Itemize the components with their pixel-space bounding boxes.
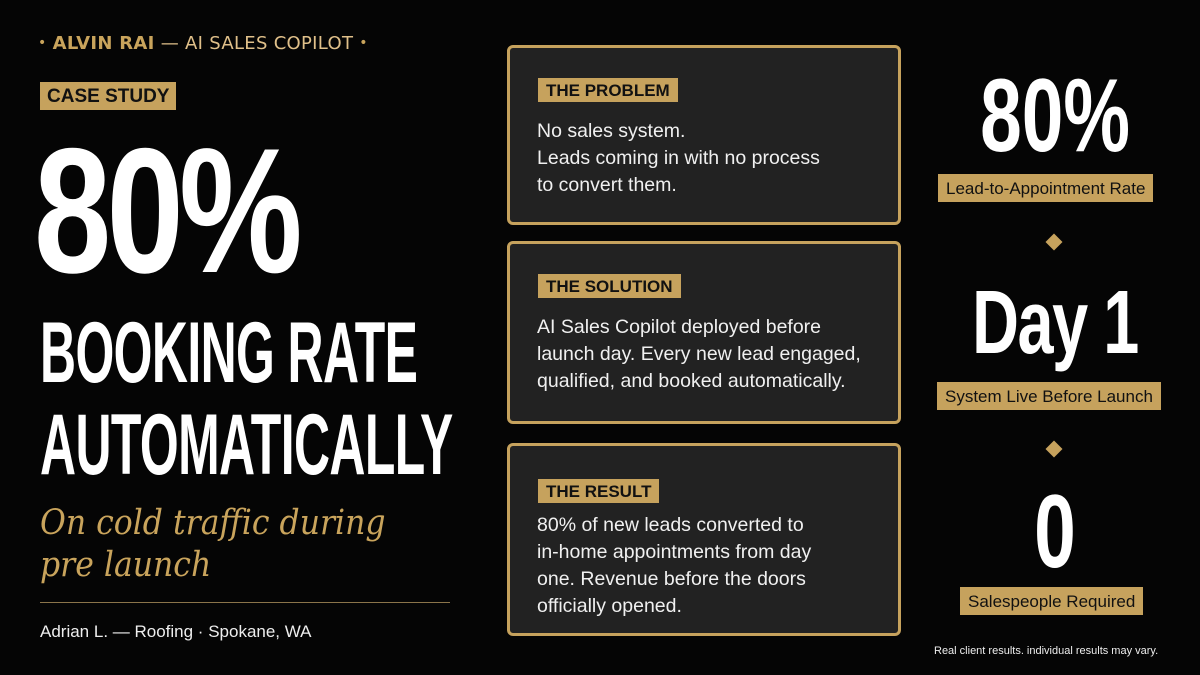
- diamond-divider-icon: [1045, 440, 1063, 458]
- problem-body: No sales system. Leads coming in with no…: [537, 120, 820, 196]
- stat-value-salespeople: 0: [1034, 474, 1076, 590]
- stat-value-system-live: Day 1: [972, 273, 1139, 373]
- subheadline: On cold traffic during pre launch: [40, 503, 386, 585]
- result-body: 80% of new leads converted to in-home ap…: [537, 514, 812, 617]
- solution-card: THE SOLUTION AI Sales Copilot deployed b…: [507, 241, 901, 424]
- brand-line: • ALVIN RAI — AI SALES COPILOT •: [38, 33, 368, 54]
- brand-tagline: — AI SALES COPILOT: [160, 33, 354, 54]
- brand-bullet-right: •: [359, 35, 368, 51]
- headline-line-2: AUTOMATICALLY: [40, 397, 453, 493]
- solution-tag: THE SOLUTION: [538, 274, 681, 298]
- divider: [40, 602, 450, 603]
- brand-bullet-left: •: [38, 35, 47, 51]
- headline-line-1: BOOKING RATE: [40, 305, 418, 401]
- case-study-tag: CASE STUDY: [40, 82, 177, 110]
- stat-label-salespeople: Salespeople Required: [960, 587, 1144, 615]
- problem-tag: THE PROBLEM: [538, 78, 678, 102]
- result-card: THE RESULT 80% of new leads converted to…: [507, 443, 901, 636]
- disclaimer: Real client results. individual results …: [934, 645, 1159, 657]
- solution-body: AI Sales Copilot deployed before launch …: [537, 316, 861, 392]
- problem-card: THE PROBLEM No sales system. Leads comin…: [507, 45, 901, 225]
- brand-name: ALVIN RAI: [52, 33, 155, 54]
- stat-label-system-live: System Live Before Launch: [937, 382, 1161, 410]
- result-tag: THE RESULT: [538, 479, 660, 503]
- stat-value-appointment-rate: 80%: [980, 58, 1130, 174]
- stat-label-appointment-rate: Lead-to-Appointment Rate: [938, 174, 1154, 202]
- diamond-divider-icon: [1045, 233, 1063, 251]
- hero-stat: 80%: [34, 111, 303, 310]
- client-attribution: Adrian L. — Roofing · Spokane, WA: [40, 622, 312, 641]
